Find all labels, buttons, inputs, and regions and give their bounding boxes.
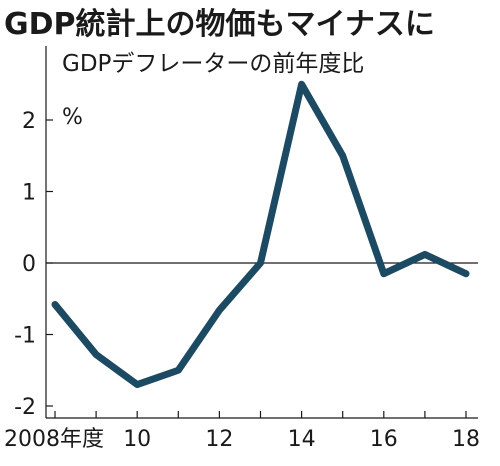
x-tick-label: 14 [288, 427, 316, 452]
y-tick-label: 2 [22, 109, 36, 134]
x-tick-label: 18 [452, 427, 480, 452]
x-tick-label: 2008年度 [4, 427, 104, 452]
y-tick-label: 1 [22, 181, 36, 206]
y-tick-label: -1 [14, 324, 36, 349]
x-axis-ticks: 2008年度 10 12 14 16 18 [4, 411, 480, 452]
chart-subtitle: GDPデフレーターの前年度比 [62, 51, 364, 77]
x-tick-label: 12 [205, 427, 233, 452]
x-tick-label: 16 [370, 427, 398, 452]
y-axis-ticks: 2 1 0 -1 -2 [14, 109, 53, 420]
y-tick-label: 0 [22, 252, 36, 277]
y-tick-label: -2 [14, 395, 36, 420]
series-line [51, 80, 470, 389]
y-axis-unit-label: % [62, 105, 83, 130]
x-tick-label: 10 [123, 427, 151, 452]
series-group [51, 80, 470, 389]
chart-title: GDP統計上の物価もマイナスに [4, 7, 435, 42]
